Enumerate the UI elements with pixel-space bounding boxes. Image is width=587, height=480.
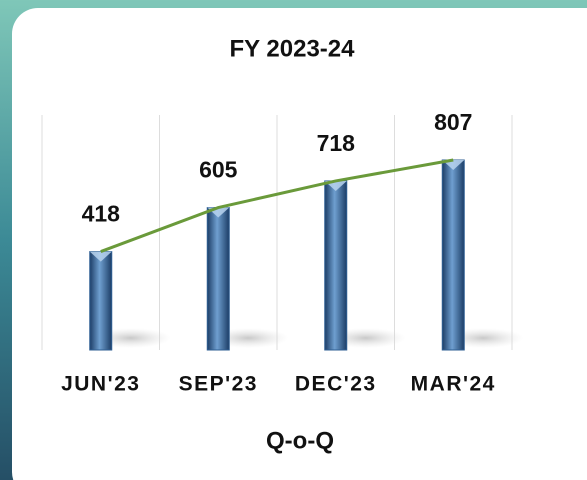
x-tick-label: JUN'23 [61, 373, 140, 396]
data-label: 718 [317, 130, 356, 156]
chart: FY 2023-24 Q-o-Q JUN'23 418 SEP'23 605 DEC'2… [0, 0, 587, 480]
bar [207, 208, 229, 350]
data-label: 807 [434, 109, 472, 135]
x-tick-label: MAR'24 [411, 373, 496, 396]
data-label: 418 [82, 201, 121, 227]
data-label: 605 [199, 157, 238, 183]
x-tick-label: SEP'23 [179, 373, 258, 396]
x-axis-label: Q-o-Q [266, 427, 334, 454]
x-tick-label: DEC'23 [295, 373, 377, 396]
bar [90, 252, 112, 350]
bar [325, 181, 347, 350]
card [12, 8, 587, 480]
chart-title: FY 2023-24 [230, 35, 356, 62]
bar [442, 160, 464, 350]
